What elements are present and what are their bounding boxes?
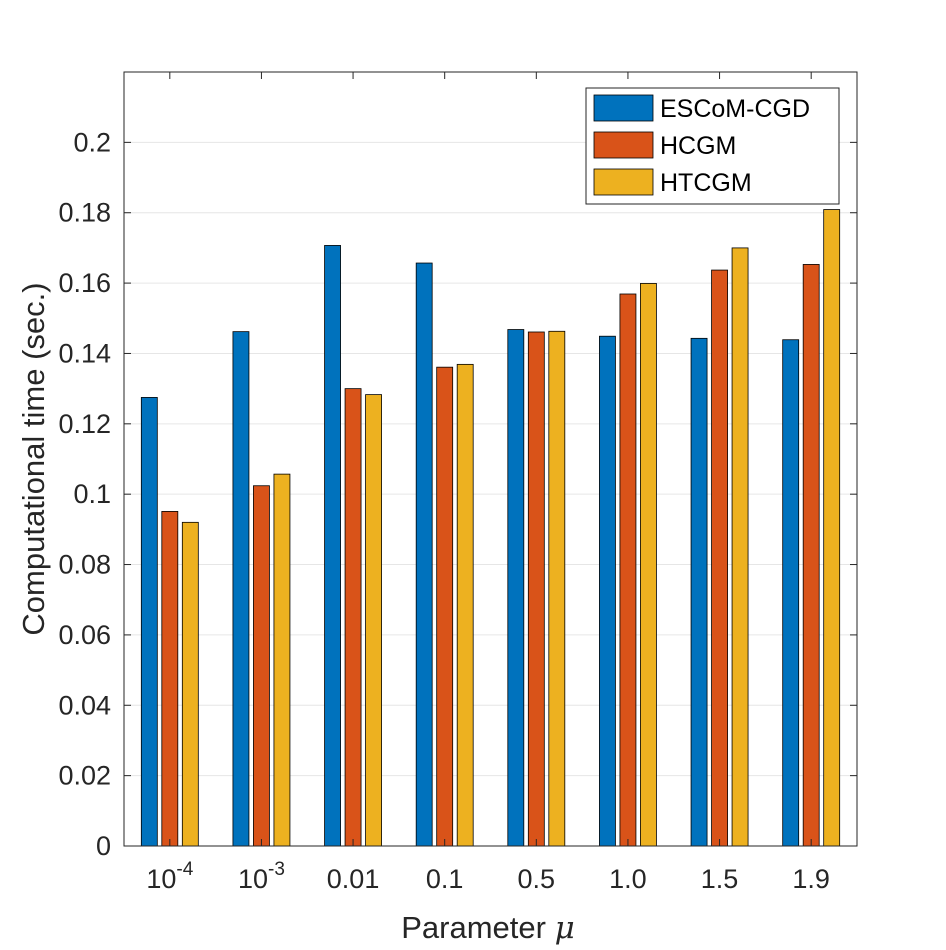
x-tick-label: 1.0 [609, 864, 647, 894]
bar [507, 329, 525, 847]
x-tick-label-base: 0.01 [327, 864, 380, 894]
bar [273, 473, 291, 847]
bar [140, 397, 158, 847]
y-tick-label: 0.04 [58, 690, 111, 720]
bar [619, 293, 637, 847]
bar [711, 269, 728, 847]
bar [344, 388, 362, 847]
x-tick-label-exponent: -4 [176, 859, 193, 880]
x-tick-label: 10-4 [146, 859, 193, 894]
bar [782, 339, 800, 847]
legend-label: HTCGM [660, 169, 752, 197]
legend-label: ESCoM-CGD [660, 95, 810, 123]
x-tick-label-base: 1.5 [701, 864, 739, 894]
x-axis-ticks: 10-4 10-3 0.01 0.1 0.5 1.0 1.5 1.9 [146, 72, 830, 894]
bar [599, 335, 616, 847]
bar [823, 209, 841, 847]
y-axis-ticks: 0 0.02 0.04 0.06 0.08 0.1 0.12 0.14 0.16 0.18 0.2 [58, 127, 857, 861]
x-tick-label-base: 0.1 [426, 864, 464, 894]
x-axis-title-text: Parameter [401, 910, 546, 945]
x-tick-label-base: 10 [146, 864, 176, 894]
bar [324, 245, 341, 847]
bar [690, 337, 708, 847]
legend-swatch [593, 131, 654, 159]
x-tick-label: 0.01 [327, 864, 380, 894]
bars [140, 209, 841, 847]
bar [527, 331, 545, 847]
y-tick-label: 0.12 [58, 409, 111, 439]
x-axis-title: Parameter μ [401, 910, 575, 946]
y-tick-label: 0.02 [58, 761, 111, 791]
bar [548, 330, 566, 847]
bar [181, 521, 199, 847]
bar [456, 363, 474, 847]
bar [436, 366, 454, 847]
y-tick-label: 0 [96, 831, 111, 861]
bar [365, 394, 382, 847]
bar [731, 247, 749, 847]
x-tick-label: 0.1 [426, 864, 464, 894]
x-axis-title-symbol: μ [555, 910, 575, 946]
legend-label: HCGM [660, 132, 736, 160]
x-tick-label-base: 1.0 [609, 864, 647, 894]
bar [232, 331, 250, 847]
y-tick-label: 0.18 [58, 198, 111, 228]
y-tick-label: 0.1 [73, 479, 111, 509]
bar [802, 264, 820, 847]
x-tick-label-exponent: -3 [268, 859, 285, 880]
y-tick-label: 0.08 [58, 550, 111, 580]
y-tick-label: 0.2 [73, 127, 111, 157]
bar [415, 262, 433, 847]
x-tick-label: 0.5 [518, 864, 556, 894]
plot-frame [123, 71, 858, 847]
y-tick-label: 0.06 [58, 620, 111, 650]
legend-swatch [593, 94, 654, 122]
y-axis-title: Computational time (sec.) [16, 282, 51, 635]
bar [253, 485, 270, 847]
legend: ESCoM-CGD HCGM HTCGM [585, 87, 840, 205]
bar [640, 283, 657, 847]
y-tick-label: 0.14 [58, 338, 111, 368]
x-tick-label-base: 0.5 [518, 864, 556, 894]
bar [161, 511, 179, 847]
x-tick-label: 1.5 [701, 864, 739, 894]
y-tick-label: 0.16 [58, 268, 111, 298]
x-tick-label-base: 10 [238, 864, 268, 894]
legend-swatch [593, 168, 654, 196]
x-tick-label: 10-3 [238, 859, 285, 894]
x-tick-label: 1.9 [792, 864, 830, 894]
x-tick-label-base: 1.9 [792, 864, 830, 894]
